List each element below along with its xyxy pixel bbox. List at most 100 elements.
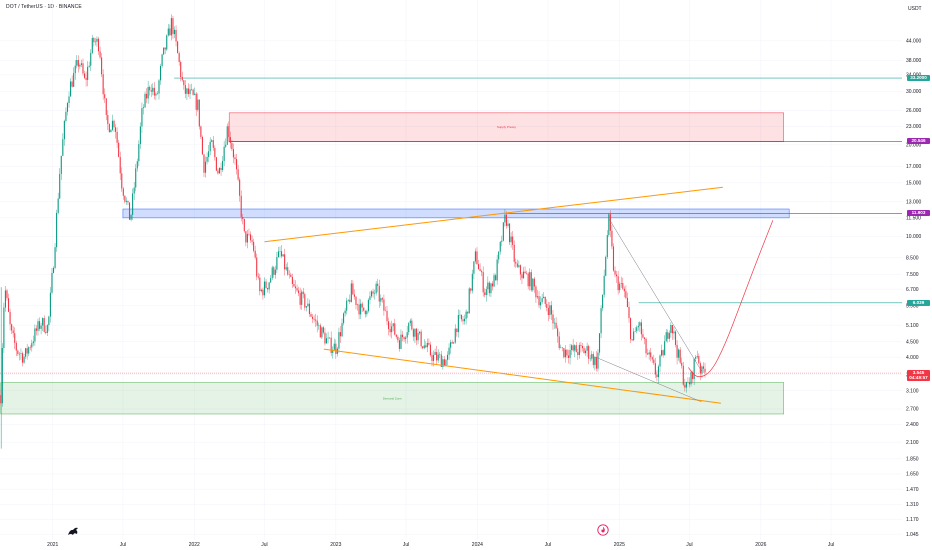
candle-body <box>259 277 261 292</box>
candle-body <box>560 347 562 349</box>
candle-body <box>31 343 33 348</box>
candle-body <box>526 273 528 274</box>
candle-body <box>375 283 377 294</box>
candle-body <box>349 299 351 302</box>
candle-body <box>316 320 318 326</box>
candle-body <box>577 352 579 356</box>
candle-body <box>212 140 214 148</box>
candle-body <box>428 342 430 345</box>
candle-body <box>34 328 36 342</box>
candle-body <box>482 272 484 293</box>
candle-body <box>626 297 628 308</box>
candle-body <box>177 41 179 54</box>
candle-body <box>313 318 315 320</box>
candle-body <box>572 345 574 351</box>
candle-body <box>172 18 174 35</box>
candle-body <box>490 283 492 294</box>
current-price-value: 3.545 <box>912 370 925 376</box>
candle-body <box>682 365 684 385</box>
candle-body <box>395 334 397 337</box>
candle-body <box>324 332 326 344</box>
candle-body <box>338 332 340 349</box>
candle-body <box>679 349 681 363</box>
candle-body <box>192 89 194 95</box>
candle-body <box>290 274 292 277</box>
candle-body <box>333 343 335 350</box>
candle-body <box>147 87 149 99</box>
candle-body <box>215 157 217 171</box>
trendlines[interactable] <box>264 186 774 404</box>
candle-body <box>56 212 58 248</box>
fire-icon[interactable] <box>597 524 609 536</box>
candle-body <box>426 342 428 348</box>
candle-body <box>522 271 525 279</box>
candle-body <box>43 318 45 332</box>
candle-body <box>206 156 208 162</box>
candle-body <box>339 332 342 337</box>
candle-body <box>191 89 193 90</box>
candle-body <box>153 87 155 96</box>
candle-body <box>3 307 5 348</box>
candle-body <box>133 187 135 194</box>
candle-body <box>111 120 114 130</box>
y-tick-label: 11.500 <box>906 216 921 222</box>
candle-body <box>563 348 565 358</box>
candle-body <box>518 265 520 267</box>
candle-body <box>54 247 56 268</box>
candle-body <box>262 289 264 296</box>
y-tick-label: 44.000 <box>906 39 922 45</box>
candle-body <box>653 359 655 364</box>
candle-body <box>236 159 238 170</box>
candle-body <box>201 136 203 155</box>
candle-body <box>445 359 447 366</box>
candle-body <box>40 325 42 329</box>
candle-body <box>173 29 176 35</box>
candle-body <box>654 363 656 375</box>
candle-body <box>350 283 352 302</box>
candle-body <box>93 38 95 43</box>
y-tick-label: 5.100 <box>906 323 919 329</box>
candle-body <box>529 272 531 287</box>
candle-body <box>543 296 545 299</box>
y-tick-label: 38.000 <box>906 58 922 64</box>
candle-body <box>608 214 610 236</box>
candle-body <box>121 173 123 189</box>
x-tick-label: 2024 <box>472 542 483 548</box>
candle-body <box>380 298 382 302</box>
candle-body <box>102 74 104 95</box>
candle-body <box>535 286 537 298</box>
candle-body <box>118 142 120 157</box>
candle-body <box>389 329 391 333</box>
y-tick-label: 26.000 <box>906 108 922 114</box>
candle-body <box>567 355 570 358</box>
candle-body <box>363 307 365 311</box>
candle-body <box>214 147 216 158</box>
candles <box>0 14 706 449</box>
candle-body <box>257 276 259 278</box>
candle-body <box>279 251 281 252</box>
x-tick-label: 2023 <box>330 542 341 548</box>
tradingview-logo-icon[interactable] <box>66 524 80 538</box>
candle-body <box>343 313 345 324</box>
candle-body <box>77 60 79 67</box>
level-price-badge: 33.2000 <box>907 75 930 82</box>
candle-body <box>329 337 331 339</box>
candle-body <box>208 151 210 157</box>
x-axis[interactable]: 2021 Jul 2022 Jul 2023 Jul 2024 Jul 2025 Jul 2026 J… <box>47 542 834 548</box>
trendline <box>264 186 723 243</box>
candle-body <box>532 278 534 291</box>
candle-body <box>46 325 48 333</box>
candle-body <box>609 214 611 231</box>
candle-body <box>595 356 597 369</box>
candle-body <box>304 294 306 308</box>
y-axis[interactable]: 44.00038.00034.00030.00026.00023.00020.0… <box>906 39 922 538</box>
candle-body <box>437 354 439 361</box>
candle-body <box>586 346 588 351</box>
candle-body <box>42 318 44 326</box>
candle-body <box>217 170 219 174</box>
candle-body <box>184 85 186 94</box>
candle-body <box>76 60 78 66</box>
candle-body <box>479 269 481 272</box>
candle-body <box>127 200 129 203</box>
